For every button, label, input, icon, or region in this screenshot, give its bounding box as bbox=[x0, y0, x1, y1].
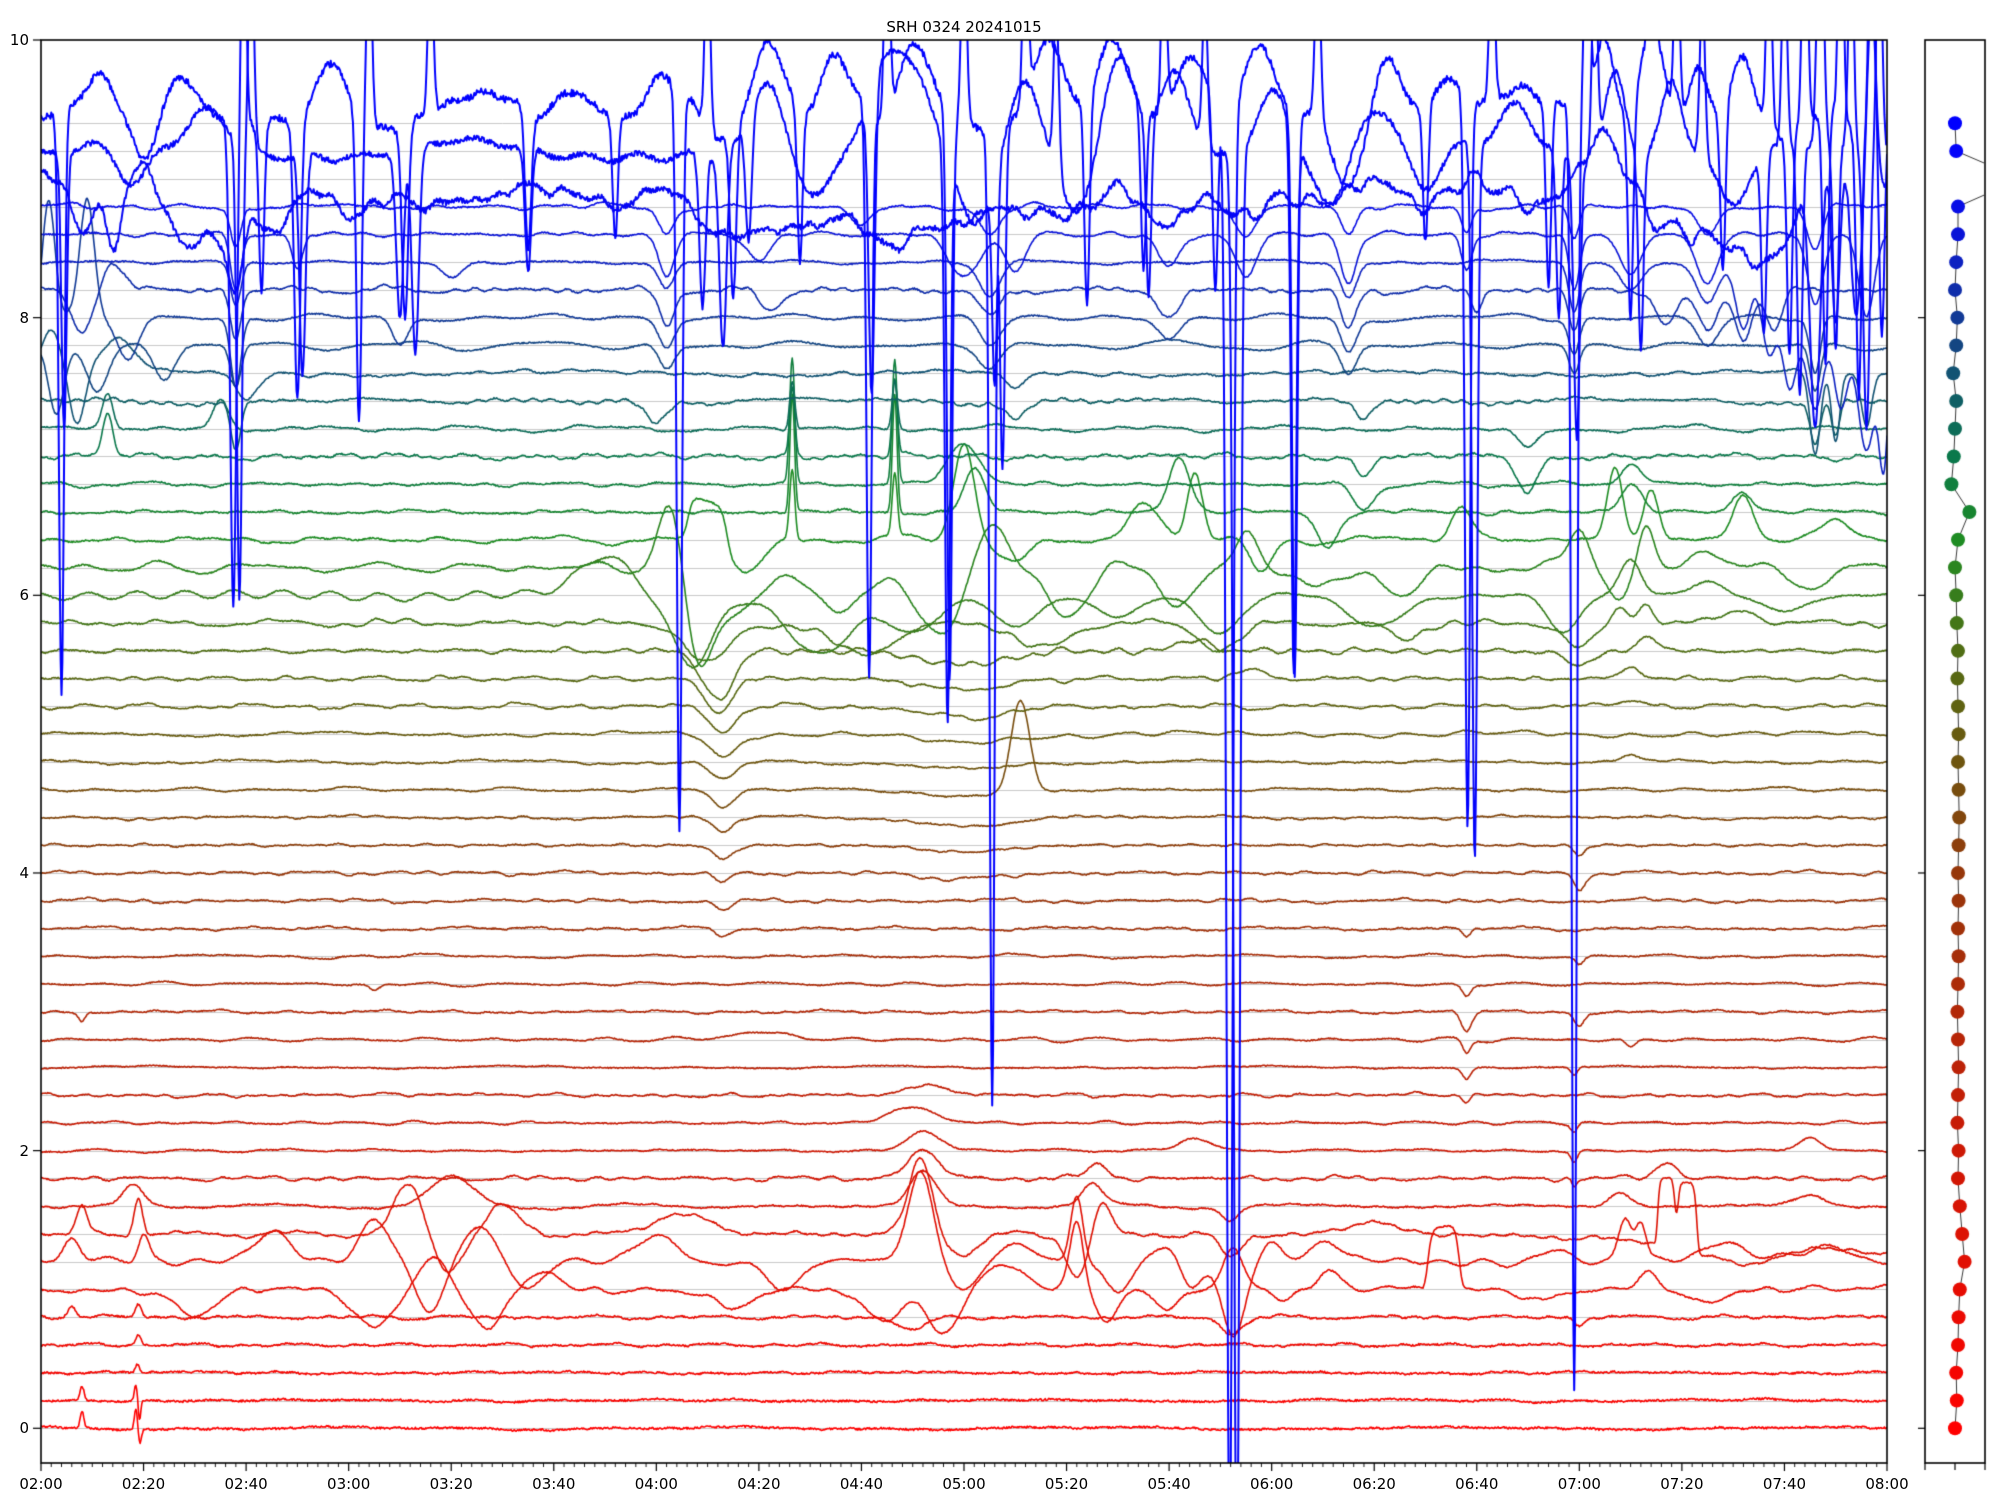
x-tick-label: 02:00 bbox=[19, 1475, 63, 1493]
x-tick-label: 02:20 bbox=[121, 1475, 166, 1493]
chart-title: SRH 0324 20241015 bbox=[886, 18, 1042, 36]
y-tick-label: 2 bbox=[19, 1141, 29, 1160]
x-tick-label: 04:40 bbox=[839, 1475, 884, 1493]
x-tick-label: 06:40 bbox=[1455, 1475, 1499, 1493]
y-tick-label: 6 bbox=[19, 586, 29, 605]
x-tick-label: 05:20 bbox=[1044, 1475, 1089, 1493]
x-tick-label: 07:00 bbox=[1557, 1475, 1601, 1493]
x-tick-label: 07:20 bbox=[1660, 1475, 1704, 1493]
y-tick-label: 8 bbox=[19, 308, 29, 327]
y-tick-label: 10 bbox=[9, 31, 29, 49]
x-tick-label: 06:20 bbox=[1352, 1475, 1396, 1493]
x-tick-label: 04:20 bbox=[737, 1475, 781, 1493]
x-tick-label: 04:00 bbox=[634, 1475, 678, 1493]
x-tick-label: 07:40 bbox=[1762, 1475, 1807, 1493]
x-tick-label: 05:40 bbox=[1147, 1475, 1191, 1493]
x-tick-label: 03:40 bbox=[532, 1475, 576, 1493]
y-tick-label: 4 bbox=[19, 863, 29, 882]
x-tick-label: 03:20 bbox=[429, 1475, 473, 1493]
y-tick-label: 0 bbox=[19, 1419, 29, 1438]
x-tick-label: 03:00 bbox=[327, 1475, 371, 1493]
x-tick-label: 05:00 bbox=[942, 1475, 986, 1493]
x-tick-label: 02:40 bbox=[224, 1475, 268, 1493]
x-tick-label: 08:00 bbox=[1865, 1475, 1909, 1493]
x-tick-label: 06:00 bbox=[1250, 1475, 1294, 1493]
